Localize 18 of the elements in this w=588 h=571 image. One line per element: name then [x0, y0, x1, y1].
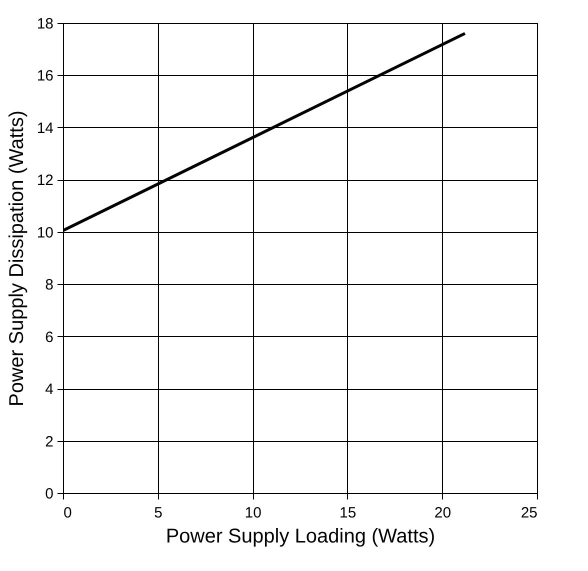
- x-tick-label: 10: [244, 504, 262, 522]
- y-tick-label: 2: [45, 433, 54, 450]
- y-tick-label: 14: [36, 120, 54, 137]
- y-axis-title: Power Supply Dissipation (Watts): [6, 110, 28, 407]
- y-tick-label: 18: [36, 16, 54, 32]
- x-tick-label: 25: [520, 504, 538, 522]
- x-tick-label: 0: [64, 504, 72, 522]
- y-tick-label: 10: [36, 224, 54, 242]
- y-tick-label: 12: [36, 172, 54, 190]
- x-tick-label: 5: [154, 504, 162, 522]
- y-tick-label: 8: [45, 276, 54, 294]
- y-tick-label: 0: [45, 486, 54, 502]
- y-tick-label: 6: [45, 328, 54, 346]
- x-axis-title: Power Supply Loading (Watts): [166, 526, 436, 548]
- x-tick-label: 15: [340, 504, 356, 522]
- y-tick-label: 16: [36, 68, 54, 85]
- y-tick-label: 4: [45, 381, 54, 398]
- x-tick-label: 20: [434, 504, 452, 522]
